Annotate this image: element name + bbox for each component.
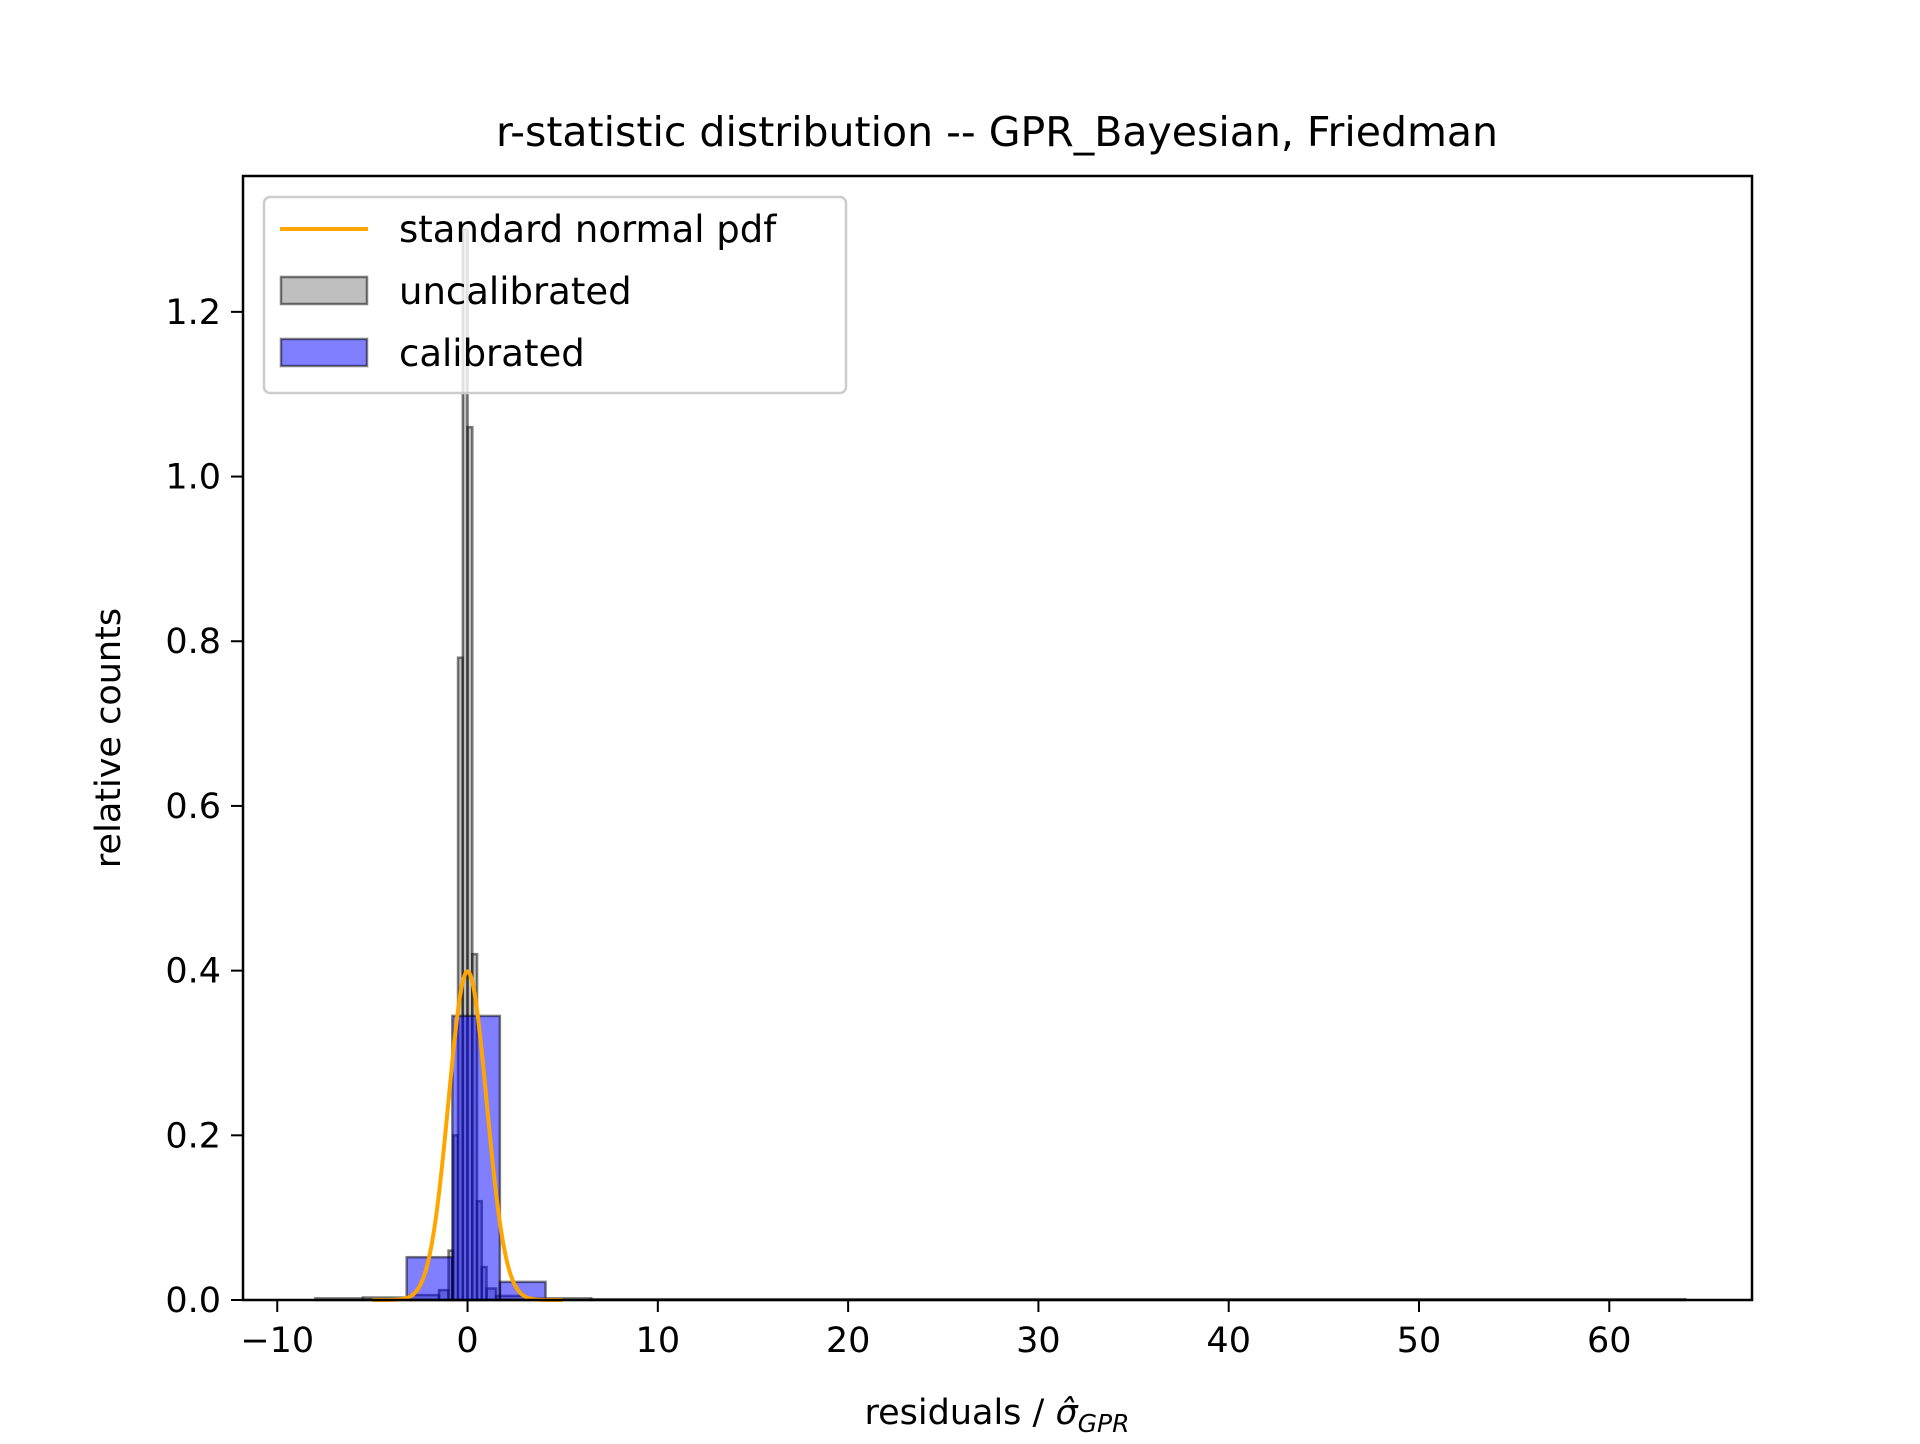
y-tick-label: 0.8 [165, 622, 221, 662]
y-axis-ticks: 0.0 0.2 0.4 0.6 0.8 1.0 1.2 [165, 293, 243, 1321]
x-axis-label: residuals / σ̂GPR [865, 1393, 1130, 1438]
legend-label-uncalibrated: uncalibrated [399, 270, 632, 313]
x-tick-label: 30 [1016, 1321, 1061, 1361]
standard-normal-pdf-line [372, 969, 563, 1302]
y-tick-label: 0.0 [165, 1281, 221, 1321]
x-tick-label: 40 [1206, 1321, 1251, 1361]
x-tick-label: 50 [1397, 1321, 1442, 1361]
y-tick-label: 1.0 [165, 458, 221, 498]
y-tick-label: 0.4 [165, 952, 221, 992]
x-tick-label: −10 [240, 1321, 314, 1361]
axes-frame [241, 174, 1754, 1302]
x-axis-ticks: −10 0 10 20 30 40 50 60 [240, 1300, 1632, 1361]
chart-title: r-statistic distribution -- GPR_Bayesian… [496, 108, 1498, 156]
x-tick-label: 20 [826, 1321, 871, 1361]
x-tick-label: 10 [636, 1321, 681, 1361]
y-tick-label: 0.6 [165, 787, 221, 827]
y-tick-label: 1.2 [165, 293, 221, 333]
x-tick-label: 60 [1587, 1321, 1632, 1361]
legend: standard normal pdf uncalibrated calibra… [262, 195, 848, 395]
x-axis-label-subscript: GPR [1078, 1409, 1130, 1438]
x-axis-label-main: residuals / [865, 1393, 1056, 1433]
legend-uncalibrated-swatch [279, 275, 369, 306]
y-tick-label: 0.2 [165, 1116, 221, 1156]
x-tick-label: 0 [456, 1321, 478, 1361]
legend-label-pdf: standard normal pdf [399, 208, 777, 251]
legend-label-calibrated: calibrated [399, 332, 585, 375]
y-axis-label: relative counts [89, 608, 129, 868]
x-axis-label-symbol: σ̂ [1055, 1393, 1079, 1433]
legend-box [262, 195, 848, 395]
legend-calibrated-swatch [279, 337, 369, 368]
